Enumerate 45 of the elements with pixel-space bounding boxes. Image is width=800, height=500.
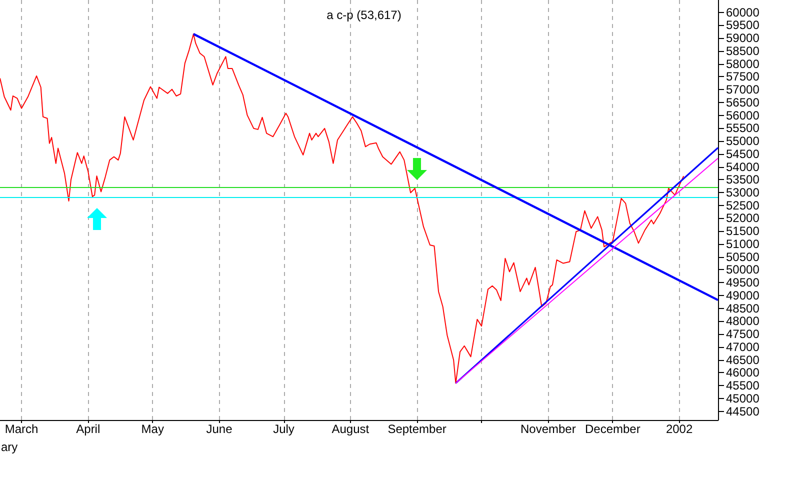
y-tick-label: 54000 bbox=[726, 160, 760, 174]
y-tick-label: 53500 bbox=[726, 172, 760, 187]
x-tick-label: June bbox=[206, 422, 233, 436]
y-tick-label: 56500 bbox=[726, 95, 760, 110]
x-tick-label: July bbox=[273, 422, 294, 436]
y-tick-label: 57000 bbox=[726, 82, 760, 97]
text: ary bbox=[1, 440, 18, 454]
y-tick-label: 48500 bbox=[726, 301, 760, 316]
y-tick-label: 59000 bbox=[726, 31, 760, 46]
x-tick-label: April bbox=[76, 422, 100, 436]
x-tick-label: March bbox=[4, 422, 38, 436]
x-tick-label: November bbox=[520, 422, 576, 436]
y-tick-label: 56000 bbox=[726, 108, 760, 122]
text: a c-p (53,617) bbox=[326, 8, 402, 22]
y-tick-label: 47500 bbox=[726, 327, 760, 342]
x-tick-label: May bbox=[141, 422, 164, 436]
x-tick-label: September bbox=[388, 422, 446, 436]
y-tick-label: 50000 bbox=[726, 262, 760, 277]
line-series bbox=[0, 33, 684, 384]
y-tick-label: 48000 bbox=[726, 314, 760, 328]
y-tick-label: 57500 bbox=[726, 70, 760, 84]
y-tick-label: 45000 bbox=[726, 391, 760, 406]
y-tick-label: 46000 bbox=[726, 366, 760, 380]
y-tick-label: 46500 bbox=[726, 352, 760, 367]
y-tick-label: 58500 bbox=[726, 44, 760, 58]
y-tick-label: 52500 bbox=[726, 198, 760, 212]
y-tick-label: 49000 bbox=[726, 288, 760, 302]
y-tick-label: 47000 bbox=[726, 340, 760, 354]
y-tick-label: 55000 bbox=[726, 134, 760, 148]
x-tick-label: December bbox=[584, 422, 640, 436]
x-tick-label: 2002 bbox=[666, 422, 693, 436]
y-tick-label: 49500 bbox=[726, 276, 760, 290]
y-tick-label: 58000 bbox=[726, 56, 760, 71]
y-tick-label: 51500 bbox=[726, 224, 760, 238]
y-tick-label: 45500 bbox=[726, 378, 760, 393]
y-tick-label: 54500 bbox=[726, 146, 760, 161]
y-tick-label: 55500 bbox=[726, 121, 760, 136]
x-tick-label: August bbox=[332, 422, 370, 436]
y-tick-label: 44500 bbox=[726, 404, 760, 418]
y-tick-label: 51000 bbox=[726, 236, 760, 251]
y-tick-label: 59500 bbox=[726, 18, 760, 32]
y-tick-label: 53000 bbox=[726, 186, 760, 200]
y-tick-label: 50500 bbox=[726, 250, 760, 264]
y-tick-label: 52000 bbox=[726, 211, 760, 226]
y-tick-label: 60000 bbox=[726, 5, 760, 20]
